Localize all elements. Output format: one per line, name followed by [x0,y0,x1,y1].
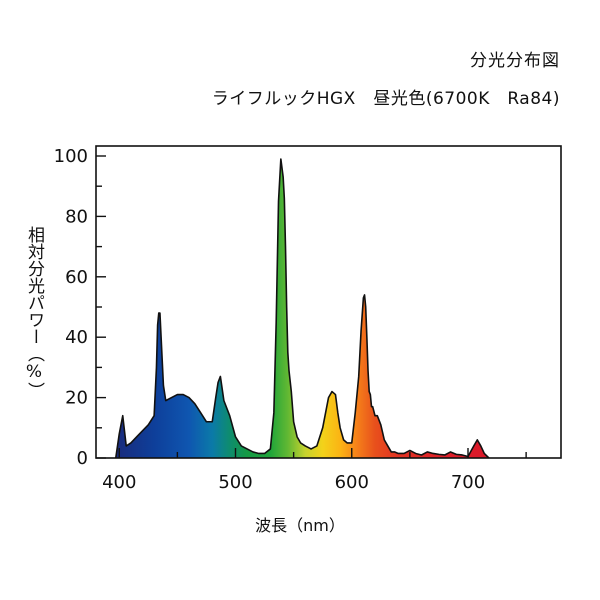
y-axis-label: 相対分光パワー（%） [24,226,44,399]
x-tick-label: 400 [102,472,136,493]
plot-frame [95,145,562,459]
y-tick-label: 60 [65,267,88,288]
spectrum-outline [114,158,490,459]
y-tick-label: 0 [77,448,88,469]
y-tick-label: 100 [54,146,88,167]
chart-subtitle: ライフルックHGX 昼光色(6700K Ra84) [211,89,560,109]
y-tick-label: 40 [65,327,88,348]
y-tick-label: 80 [65,206,88,227]
x-tick-label: 600 [335,472,369,493]
chart-title: 分光分布図 [470,51,560,71]
x-axis-label: 波長（nm） [255,516,345,535]
x-tick-label: 500 [218,472,252,493]
y-tick-label: 20 [65,388,88,409]
spectrum-area [115,159,489,458]
x-tick-label: 700 [451,472,485,493]
